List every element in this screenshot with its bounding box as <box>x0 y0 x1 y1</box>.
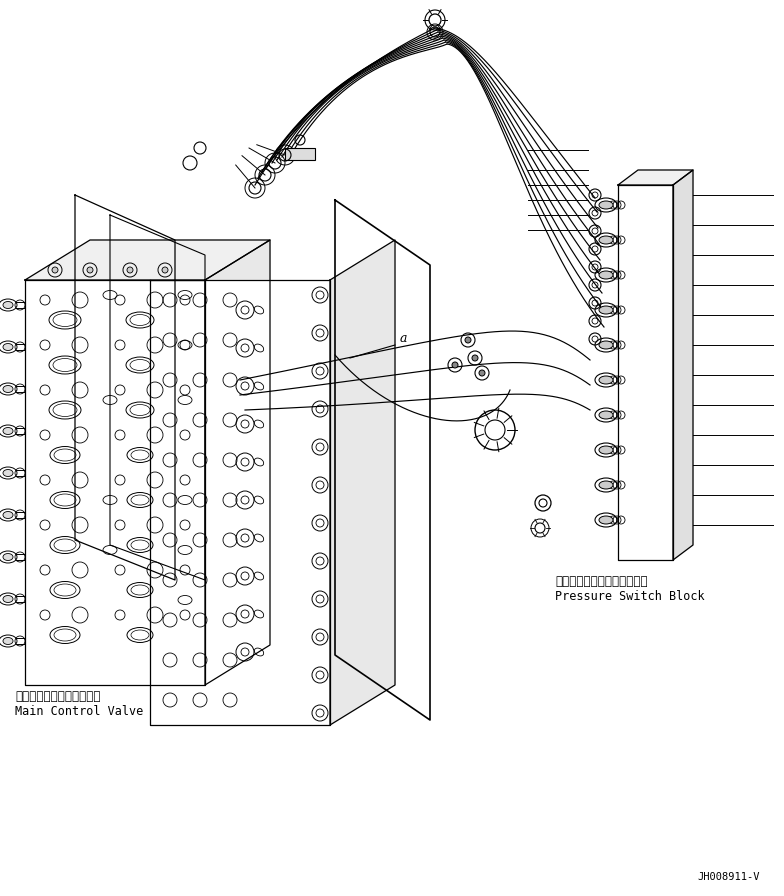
Polygon shape <box>25 280 205 685</box>
Ellipse shape <box>599 411 613 419</box>
Circle shape <box>52 267 58 273</box>
Polygon shape <box>150 280 330 725</box>
Ellipse shape <box>3 512 13 519</box>
Circle shape <box>479 370 485 376</box>
Polygon shape <box>618 185 673 560</box>
Text: a: a <box>400 332 408 345</box>
Ellipse shape <box>599 341 613 349</box>
Circle shape <box>127 267 133 273</box>
Polygon shape <box>618 170 693 185</box>
Circle shape <box>465 337 471 343</box>
Ellipse shape <box>3 554 13 561</box>
Ellipse shape <box>599 516 613 524</box>
Bar <box>285 148 315 160</box>
Ellipse shape <box>3 427 13 435</box>
Polygon shape <box>25 240 270 280</box>
Ellipse shape <box>599 481 613 489</box>
Ellipse shape <box>3 385 13 392</box>
Ellipse shape <box>599 271 613 279</box>
Ellipse shape <box>599 306 613 314</box>
Text: Pressure Switch Block: Pressure Switch Block <box>555 590 705 603</box>
Ellipse shape <box>599 446 613 454</box>
Text: JH008911-V: JH008911-V <box>698 872 760 882</box>
Polygon shape <box>205 240 270 685</box>
Ellipse shape <box>599 236 613 244</box>
Ellipse shape <box>599 201 613 209</box>
Ellipse shape <box>3 343 13 350</box>
Text: メインコントロールバルブ: メインコントロールバルブ <box>15 690 100 703</box>
Ellipse shape <box>3 637 13 644</box>
Polygon shape <box>673 170 693 560</box>
Ellipse shape <box>599 376 613 384</box>
Circle shape <box>452 362 458 368</box>
Circle shape <box>472 355 478 361</box>
Text: プレッシャスイッチブロック: プレッシャスイッチブロック <box>555 575 648 588</box>
Ellipse shape <box>3 301 13 308</box>
Text: Main Control Valve: Main Control Valve <box>15 705 143 718</box>
Ellipse shape <box>3 596 13 602</box>
Circle shape <box>87 267 93 273</box>
Ellipse shape <box>3 470 13 477</box>
Polygon shape <box>330 240 395 725</box>
Circle shape <box>162 267 168 273</box>
